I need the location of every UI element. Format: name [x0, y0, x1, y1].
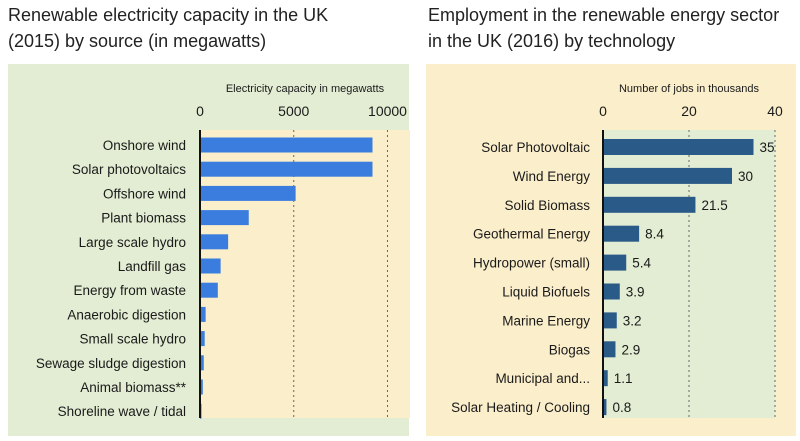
left-category-label: Solar photovoltaics — [72, 162, 186, 177]
right-bar — [603, 139, 754, 155]
left-category-label: Plant biomass — [101, 211, 186, 226]
right-value-label: 1.1 — [614, 371, 633, 386]
left-tick-label: 5000 — [278, 103, 309, 119]
right-value-label: 3.2 — [623, 313, 642, 328]
right-tick-label: 40 — [767, 103, 783, 119]
right-category-label: Solar Photovoltaic — [481, 140, 590, 155]
right-category-label: Solar Heating / Cooling — [451, 400, 590, 415]
right-value-label: 2.9 — [621, 342, 640, 357]
right-category-label: Biogas — [549, 342, 591, 357]
left-tick-label: 0 — [196, 103, 204, 119]
left-x-axis-label: Electricity capacity in megawatts — [226, 83, 385, 95]
left-category-label: Animal biomass** — [80, 380, 187, 395]
left-tick-label: 10000 — [368, 103, 407, 119]
right-category-label: Marine Energy — [502, 313, 590, 328]
right-bar — [603, 312, 617, 329]
right-category-label: Liquid Biofuels — [502, 285, 590, 300]
left-bar — [200, 331, 205, 347]
right-value-label: 30 — [738, 169, 753, 184]
right-bar — [603, 341, 616, 358]
left-category-label: Energy from waste — [73, 283, 186, 298]
left-bar — [200, 137, 373, 153]
right-value-label: 8.4 — [645, 227, 664, 242]
left-category-label: Landfill gas — [118, 259, 187, 274]
left-bar — [200, 210, 249, 226]
right-bar — [603, 399, 607, 416]
left-category-label: Offshore wind — [103, 186, 186, 201]
left-bar — [200, 355, 204, 371]
left-category-label: Sewage sludge digestion — [36, 356, 186, 371]
left-bar — [200, 258, 221, 274]
left-category-label: Shoreline wave / tidal — [58, 404, 186, 419]
left-category-label: Onshore wind — [103, 138, 186, 153]
right-bar — [603, 254, 627, 271]
left-bar — [200, 234, 229, 250]
left-chart-title: Renewable electricity capacity in the UK… — [8, 5, 329, 51]
right-category-label: Municipal and... — [495, 371, 590, 386]
left-bar — [200, 282, 218, 298]
left-plot-area — [200, 130, 410, 418]
right-tick-label: 20 — [681, 103, 697, 119]
left-category-label: Large scale hydro — [79, 235, 186, 250]
right-bar — [603, 370, 608, 387]
right-value-label: 3.9 — [626, 285, 645, 300]
right-bar — [603, 167, 732, 184]
right-category-label: Wind Energy — [513, 169, 591, 184]
left-bar — [200, 161, 373, 177]
right-category-label: Solid Biomass — [504, 198, 590, 213]
right-chart-title: Employment in the renewable energy secto… — [428, 5, 780, 51]
left-bar — [200, 185, 296, 201]
left-category-label: Anaerobic digestion — [67, 307, 186, 322]
right-value-label: 21.5 — [701, 198, 727, 213]
right-value-label: 35 — [760, 140, 775, 155]
right-category-label: Geothermal Energy — [473, 227, 590, 242]
left-category-label: Small scale hydro — [79, 332, 186, 347]
left-bar — [200, 379, 203, 395]
right-bar — [603, 283, 620, 300]
right-bar — [603, 196, 696, 213]
right-value-label: 5.4 — [632, 256, 651, 271]
right-x-axis-label: Number of jobs in thousands — [619, 83, 760, 95]
right-bar — [603, 225, 640, 242]
right-category-label: Hydropower (small) — [473, 256, 590, 271]
left-bar — [200, 306, 206, 322]
right-tick-label: 0 — [599, 103, 607, 119]
right-value-label: 0.8 — [612, 400, 631, 415]
